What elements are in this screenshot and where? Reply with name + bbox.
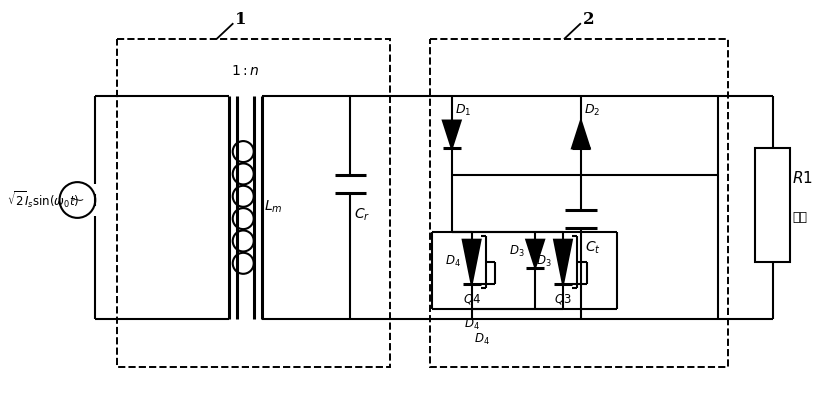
- Text: $Q3$: $Q3$: [554, 292, 572, 306]
- Text: $C_r$: $C_r$: [354, 207, 371, 223]
- Text: $R1$: $R1$: [792, 170, 813, 186]
- Polygon shape: [572, 120, 590, 148]
- Text: $D_1$: $D_1$: [455, 103, 472, 118]
- Polygon shape: [554, 240, 572, 284]
- Polygon shape: [443, 120, 461, 148]
- Text: $D_3$: $D_3$: [536, 254, 552, 269]
- Polygon shape: [462, 240, 481, 284]
- Text: $L_m$: $L_m$: [264, 199, 283, 215]
- Text: $D_2$: $D_2$: [584, 103, 600, 118]
- Text: $C_t$: $C_t$: [585, 240, 601, 256]
- Text: $Q4$: $Q4$: [462, 292, 481, 306]
- Text: $D_4$: $D_4$: [445, 254, 461, 269]
- Text: ~: ~: [70, 192, 85, 208]
- Text: $D_4$: $D_4$: [464, 316, 480, 332]
- Text: $\sqrt{2}I_s\sin(\omega_0 t)$: $\sqrt{2}I_s\sin(\omega_0 t)$: [7, 190, 80, 210]
- Text: $D_4$: $D_4$: [474, 332, 489, 346]
- Text: 1: 1: [236, 11, 247, 28]
- Text: 负载: 负载: [792, 211, 807, 224]
- Text: $1{:}n$: $1{:}n$: [232, 64, 260, 78]
- Polygon shape: [526, 240, 545, 268]
- Text: 2: 2: [583, 11, 595, 28]
- Text: $D_3$: $D_3$: [508, 244, 524, 259]
